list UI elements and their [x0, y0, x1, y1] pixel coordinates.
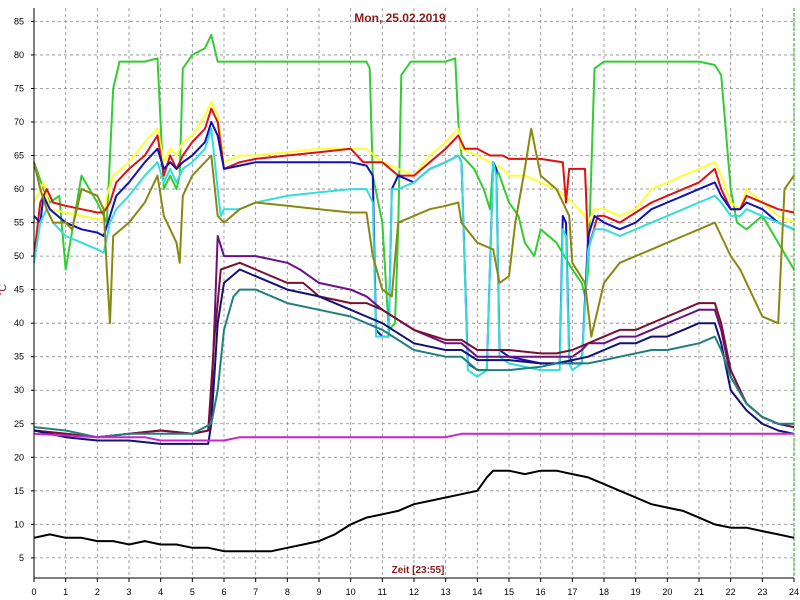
x-tick-label: 19: [631, 587, 641, 597]
y-tick-label: 45: [14, 285, 24, 295]
series-line-8: [33, 261, 795, 439]
y-tick-label: 25: [14, 419, 24, 429]
y-tick-label: 80: [14, 50, 24, 60]
series-line-7: [33, 235, 795, 439]
chart-title: Mon, 25.02.2019: [354, 11, 446, 25]
series-line-12: [33, 469, 795, 553]
x-tick-label: 2: [95, 587, 100, 597]
y-tick-label: 30: [14, 385, 24, 395]
y-tick-label: 40: [14, 318, 24, 328]
x-tick-label: 23: [757, 587, 767, 597]
grid: [33, 8, 795, 578]
x-tick-label: 0: [31, 587, 36, 597]
x-tick-label: 3: [126, 587, 131, 597]
x-tick-label: 4: [158, 587, 163, 597]
y-tick-label: 35: [14, 352, 24, 362]
x-tick-label: 9: [316, 587, 321, 597]
x-tick-label: 1: [63, 587, 68, 597]
y-tick-label: 55: [14, 218, 24, 228]
x-tick-label: 7: [253, 587, 258, 597]
series-line-9: [33, 268, 795, 445]
y-tick-label: 75: [14, 83, 24, 93]
y-tick-label: 10: [14, 519, 24, 529]
y-tick-label: 85: [14, 16, 24, 26]
y-tick-label: 70: [14, 117, 24, 127]
x-tick-label: 24: [789, 587, 799, 597]
x-tick-label: 13: [441, 587, 451, 597]
x-tick-label: 14: [472, 587, 482, 597]
x-tick-label: 12: [409, 587, 419, 597]
x-tick-label: 18: [599, 587, 609, 597]
y-tick-label: 60: [14, 184, 24, 194]
x-tick-label: 17: [567, 587, 577, 597]
x-tick-label: 10: [346, 587, 356, 597]
series-line-3: [33, 107, 795, 257]
axes: [31, 8, 795, 582]
y-tick-label: 5: [19, 553, 24, 563]
series-line-5: [33, 127, 795, 378]
y-tick-label: 20: [14, 452, 24, 462]
series-group: [33, 33, 795, 553]
x-tick-label: 15: [504, 587, 514, 597]
x-tick-label: 11: [378, 587, 387, 597]
tick-labels: 0 1 2 3 4 5 6 7 8 9 10 11 12 13 14 15 16 17 18 19 20 21 22 23 24…: [14, 16, 799, 597]
x-tick-label: 16: [536, 587, 546, 597]
x-tick-label: 21: [694, 587, 704, 597]
series-line-6: [33, 127, 795, 338]
y-tick-label: 50: [14, 251, 24, 261]
y-axis-label: °C: [0, 284, 9, 296]
y-tick-label: 65: [14, 151, 24, 161]
x-axis-label: Zeit [23:55]: [392, 565, 445, 576]
series-line-11: [33, 432, 794, 442]
series-line-10: [33, 288, 794, 439]
x-tick-label: 20: [662, 587, 672, 597]
series-line-1: [33, 33, 795, 331]
x-tick-label: 22: [726, 587, 736, 597]
y-tick-label: 15: [14, 486, 24, 496]
x-tick-label: 8: [285, 587, 290, 597]
x-tick-label: 5: [190, 587, 195, 597]
x-tick-label: 6: [221, 587, 226, 597]
series-line-2: [33, 100, 795, 224]
